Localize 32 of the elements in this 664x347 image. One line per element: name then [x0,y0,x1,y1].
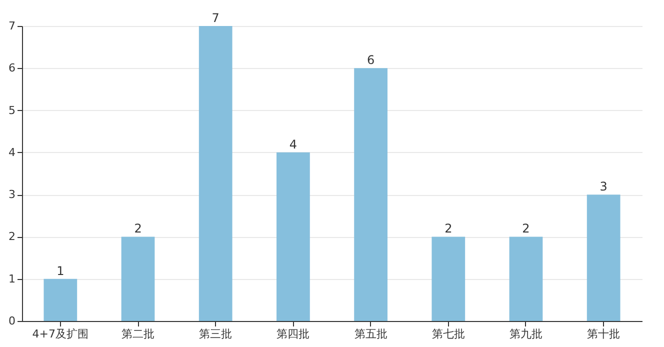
y-tick-label: 5 [8,104,16,117]
bar [509,236,543,321]
data-label: 4 [289,137,298,152]
x-tick-label: 第三批 [199,328,232,340]
x-tick-label: 第九批 [509,328,542,340]
bar [276,152,310,321]
y-tick-label: 1 [8,272,16,286]
x-tick-label: 第十批 [587,328,620,340]
x-tick-label: 第七批 [432,328,465,340]
bar [586,194,620,321]
x-tick-label: 4+7及扩围 [32,328,89,340]
x-tick-label: 第四批 [276,328,310,340]
bar [354,68,388,321]
bar [198,26,232,321]
data-label: 7 [212,11,220,25]
y-tick-label: 3 [8,188,16,202]
data-label: 2 [522,222,530,236]
y-tick-label: 2 [8,230,16,244]
data-label: 6 [366,53,375,68]
data-label: 3 [600,180,608,194]
y-tick-label: 4 [8,146,16,159]
bar [44,278,78,321]
data-label: 2 [444,222,452,236]
y-tick-label: 7 [8,20,16,32]
bar [432,236,466,321]
y-tick-label: 0 [8,314,16,328]
data-label: 1 [56,264,64,278]
data-label: 2 [134,222,142,236]
x-tick-label: 第五批 [354,328,388,340]
x-tick-label: 第二批 [122,328,155,340]
y-tick-label: 6 [8,62,16,75]
bar [121,236,155,321]
